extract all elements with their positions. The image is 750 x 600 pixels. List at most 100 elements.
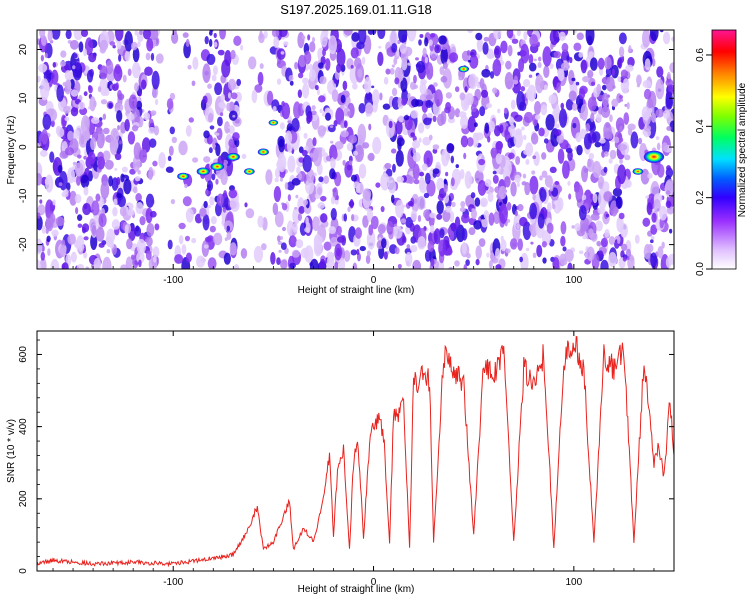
spectrogram-cell (214, 82, 223, 96)
spectrogram-cell (207, 257, 217, 269)
spectrogram-cell (64, 79, 72, 95)
spectrogram-cell (627, 56, 635, 68)
spectrogram-cell (279, 122, 285, 130)
spectrogram-cell (67, 130, 74, 141)
spectrogram-cell (556, 82, 561, 94)
spectrogram-cell (568, 90, 577, 102)
spectrogram-cell (169, 92, 176, 101)
spectrogram-cell (405, 251, 413, 267)
spectrogram-cell (302, 154, 312, 173)
spectrogram-cell (366, 208, 374, 222)
spectrogram-cell (495, 264, 502, 269)
spectrogram-cell (309, 152, 314, 158)
spectrogram-cell (356, 182, 364, 194)
spectrogram-cell (281, 203, 288, 211)
spectrogram-cell (539, 175, 543, 181)
spectrogram-cell (272, 202, 279, 216)
spectrogram-cell (377, 224, 386, 234)
spectrogram-cell (323, 126, 327, 132)
spectrogram-cell (131, 106, 140, 128)
spectrogram-cell (358, 102, 366, 114)
spectrogram-cell (306, 169, 315, 184)
spectrogram-cell (461, 213, 470, 224)
spectrogram-cell (344, 160, 353, 178)
spectrogram-cell (470, 104, 477, 113)
spectrogram-cell (617, 164, 627, 185)
spectrogram-cell (97, 86, 102, 93)
spectrogram-cell (574, 223, 581, 232)
spectrogram-cell (595, 113, 602, 123)
spectrogram-cell (295, 194, 299, 199)
spectrogram-cell (548, 94, 557, 105)
spectrogram-cell (625, 248, 632, 258)
spectrogram-cell (396, 49, 400, 57)
spectrogram-cell (585, 30, 595, 46)
spectrogram-cell (603, 166, 608, 173)
spectrogram-cell (56, 84, 64, 102)
spectrogram-cell (61, 262, 69, 269)
spectrogram-cell (77, 223, 83, 228)
spectrogram-cell (39, 149, 48, 157)
spectrogram-cell (366, 250, 371, 257)
spectrogram-cell (634, 234, 640, 244)
spectrogram-cell (571, 225, 576, 229)
spectrogram-cell (184, 235, 191, 242)
spectrogram-cell (581, 165, 589, 183)
spectrogram-cell (295, 239, 304, 249)
spectrogram-cell (304, 50, 312, 65)
spectrogram-cell (391, 87, 398, 97)
spectrogram-cell (560, 102, 565, 110)
spectrogram-cell (464, 86, 468, 93)
spectrogram-cell (562, 246, 567, 252)
spectrogram-cell (52, 62, 57, 68)
spectrogram-cell (613, 206, 619, 214)
spectrogram-cell (303, 199, 308, 206)
spectrogram-cell (596, 83, 602, 95)
spectrogram-cell (270, 252, 276, 265)
spectrogram-cell (215, 132, 220, 136)
spectrogram-cell (496, 108, 501, 114)
spectrogram-cell (450, 177, 455, 187)
spectrogram-cell (137, 41, 141, 48)
spectrogram-cell (600, 237, 608, 248)
spectrogram-cell (617, 143, 627, 152)
spectrogram-cell (429, 224, 435, 234)
spectrogram-cell (45, 211, 51, 219)
spectrogram-cell (445, 205, 452, 213)
spectrogram-cell (507, 137, 514, 149)
spectrogram-cell (510, 181, 517, 197)
spectrogram-cell (290, 235, 296, 243)
spectrogram-cell (587, 70, 594, 79)
spectrogram-cell (191, 80, 196, 87)
spectrogram-cell (636, 74, 642, 86)
spectrogram-cell (145, 250, 152, 261)
spectrogram-cell (413, 84, 419, 89)
y-tick-label: 200 (18, 490, 29, 507)
spectrogram-cell (154, 98, 159, 106)
spectrogram-cell (265, 169, 273, 185)
spectrogram-cell (215, 143, 221, 157)
spectrogram-cell (658, 205, 668, 221)
spectrogram-cell (100, 99, 108, 105)
chart-title: S197.2025.169.01.11.G18 (280, 2, 432, 17)
spectrogram-cell (61, 191, 69, 198)
spectrogram-cell (480, 89, 489, 98)
spectrogram-cell (287, 194, 291, 202)
spectrogram-cell (155, 53, 164, 64)
spectrogram-cell (266, 90, 274, 106)
spectrogram-cell (202, 95, 208, 104)
spectrogram-cell (517, 238, 524, 251)
spectrogram-cell (303, 132, 308, 139)
spectrogram-cell (276, 159, 285, 171)
spectrogram-cell (509, 238, 518, 250)
spectrogram-cell (454, 260, 460, 267)
spectrogram-cell (213, 32, 217, 39)
spectrogram-cell (657, 163, 665, 178)
spectrogram-cell (103, 87, 110, 97)
spectrogram-cell (257, 215, 264, 228)
spectrogram-cell (220, 93, 226, 102)
spectrogram-cell (407, 62, 412, 66)
spectrogram-cell (293, 101, 301, 120)
spectrogram-cell (517, 204, 524, 212)
spectrogram-cell (530, 132, 539, 145)
